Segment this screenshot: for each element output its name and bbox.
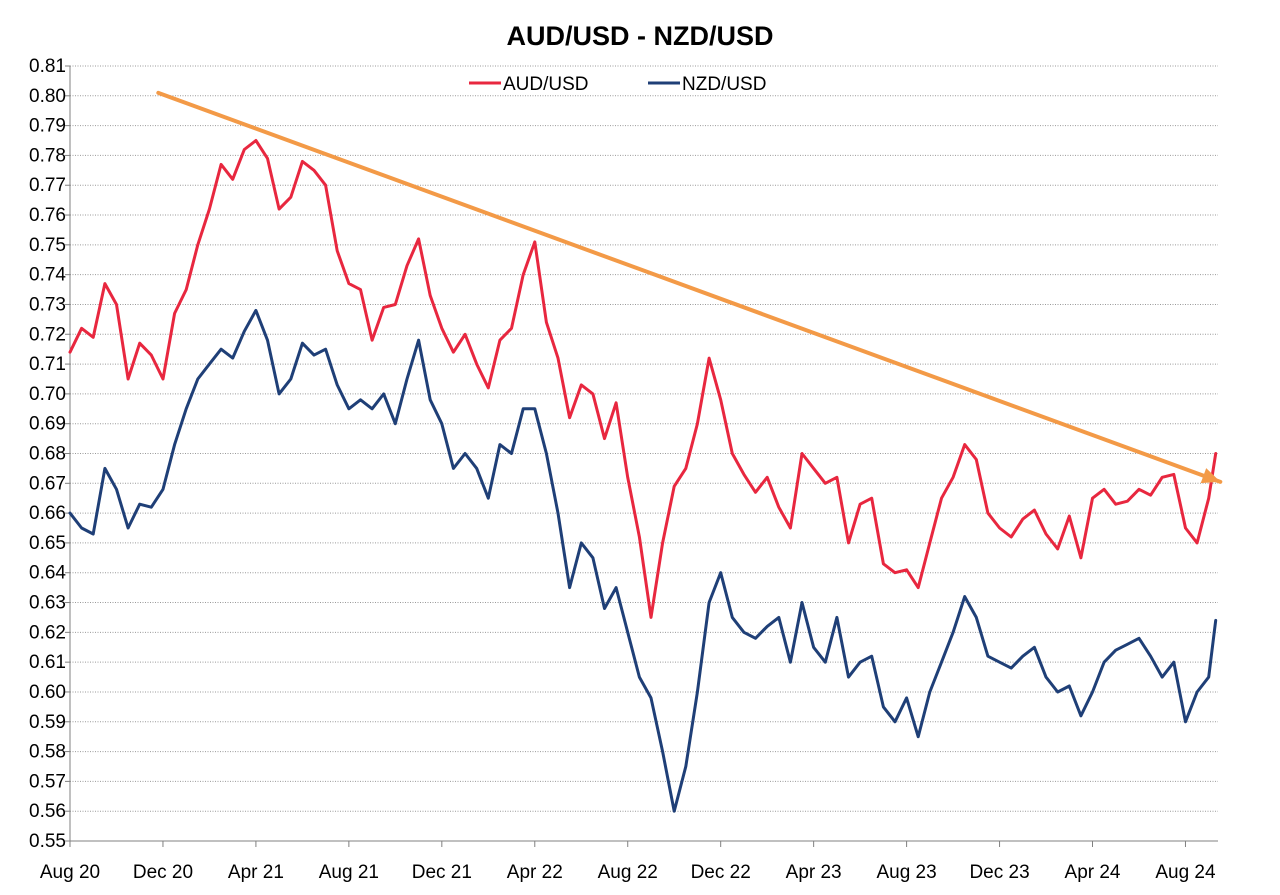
chart-title: AUD/USD - NZD/USD [507, 21, 774, 51]
y-tick-label: 0.77 [29, 175, 66, 196]
y-tick-label: 0.66 [29, 503, 66, 524]
y-tick-label: 0.71 [29, 354, 66, 375]
x-tick-label: Aug 24 [1155, 862, 1216, 883]
y-tick-label: 0.59 [29, 712, 66, 733]
y-tick-label: 0.72 [29, 324, 66, 345]
y-tick-label: 0.60 [29, 682, 66, 703]
y-tick-label: 0.61 [29, 652, 66, 673]
trendline [156, 90, 1223, 484]
y-tick-label: 0.79 [29, 116, 66, 137]
y-tick-label: 0.75 [29, 235, 66, 256]
y-tick-label: 0.56 [29, 801, 66, 822]
x-tick-label: Dec 23 [969, 862, 1029, 883]
y-tick-label: 0.55 [29, 831, 66, 852]
x-tick-label: Aug 20 [40, 862, 100, 883]
legend-label-audusd: AUD/USD [503, 74, 589, 95]
x-tick-label: Aug 22 [598, 862, 658, 883]
y-tick-label: 0.65 [29, 533, 66, 554]
y-tick-label: 0.64 [29, 563, 66, 584]
y-tick-label: 0.63 [29, 593, 66, 614]
x-tick-label: Aug 21 [319, 862, 379, 883]
y-tick-label: 0.58 [29, 742, 66, 763]
legend: AUD/USD NZD/USD [469, 74, 766, 95]
y-tick-label: 0.81 [29, 56, 66, 77]
axes: 0.55 0.56 0.57 0.58 0.59 0.60 0.61 0.62 0.63 0.64… [29, 56, 1218, 883]
x-tick-label: Dec 21 [412, 862, 472, 883]
x-tick-label: Apr 22 [507, 862, 563, 883]
x-tick-label: Dec 22 [691, 862, 751, 883]
y-tick-label: 0.76 [29, 205, 66, 226]
series-line-nzdusd [68, 308, 1218, 813]
x-tick-label: Dec 20 [133, 862, 193, 883]
y-tick-label: 0.80 [29, 86, 66, 107]
series-line-audusd [68, 139, 1218, 619]
trendline-line [156, 90, 1223, 484]
x-tick-label: Apr 23 [786, 862, 842, 883]
x-tick-label: Aug 23 [876, 862, 936, 883]
y-tick-label: 0.57 [29, 771, 66, 792]
y-tick-label: 0.74 [29, 265, 66, 286]
trendline-arrowhead [1200, 468, 1221, 484]
y-tick-label: 0.73 [29, 294, 66, 315]
y-tick-label: 0.62 [29, 622, 66, 643]
series-lines [68, 139, 1218, 813]
y-tick-label: 0.70 [29, 384, 66, 405]
y-tick-label: 0.69 [29, 414, 66, 435]
x-tick-label: Apr 21 [228, 862, 284, 883]
grid-lines [70, 65, 1218, 842]
y-tick-label: 0.68 [29, 444, 66, 465]
x-tick-label: Apr 24 [1065, 862, 1121, 883]
legend-label-nzdusd: NZD/USD [682, 74, 766, 95]
y-tick-label: 0.78 [29, 145, 66, 166]
y-tick-label: 0.67 [29, 473, 66, 494]
